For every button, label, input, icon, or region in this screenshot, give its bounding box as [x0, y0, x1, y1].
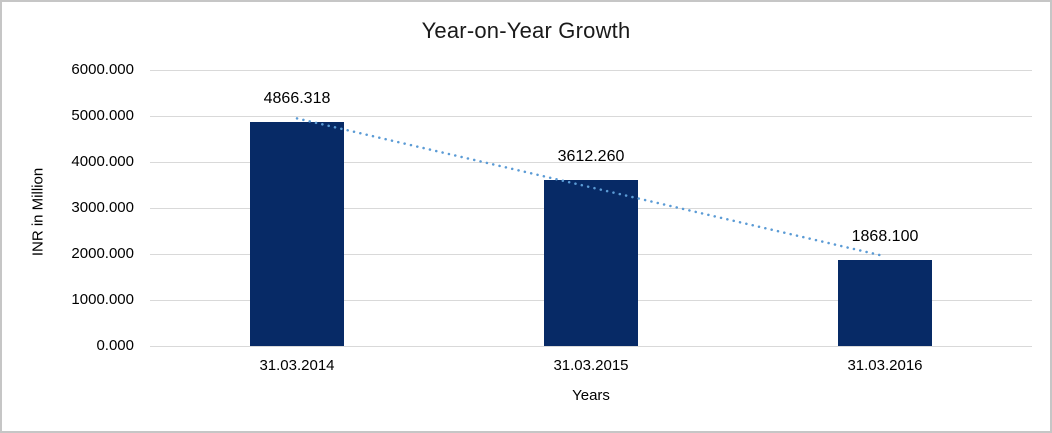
gridline: [150, 346, 1032, 347]
x-axis-title: Years: [572, 387, 610, 404]
y-tick-label: 5000.000: [71, 107, 134, 124]
bar-value-label: 1868.100: [851, 228, 919, 245]
y-tick-label: 3000.000: [71, 199, 134, 216]
gridline: [150, 116, 1032, 117]
bar: [544, 180, 638, 346]
y-tick-label: 4000.000: [71, 153, 134, 170]
chart-title: Year-on-Year Growth: [421, 18, 631, 43]
y-tick-label: 0.000: [96, 337, 134, 354]
y-tick-label: 6000.000: [71, 61, 134, 78]
x-tick-label: 31.03.2014: [259, 357, 335, 374]
y-tick-label: 1000.000: [71, 291, 134, 308]
bar-value-label: 3612.260: [557, 148, 625, 165]
x-tick-label: 31.03.2016: [847, 357, 923, 374]
x-tick-label: 31.03.2015: [553, 357, 629, 374]
bar-value-label: 4866.318: [263, 90, 331, 107]
y-tick-label: 2000.000: [71, 245, 134, 262]
bar: [838, 260, 932, 346]
bar: [250, 122, 344, 346]
gridline: [150, 70, 1032, 71]
